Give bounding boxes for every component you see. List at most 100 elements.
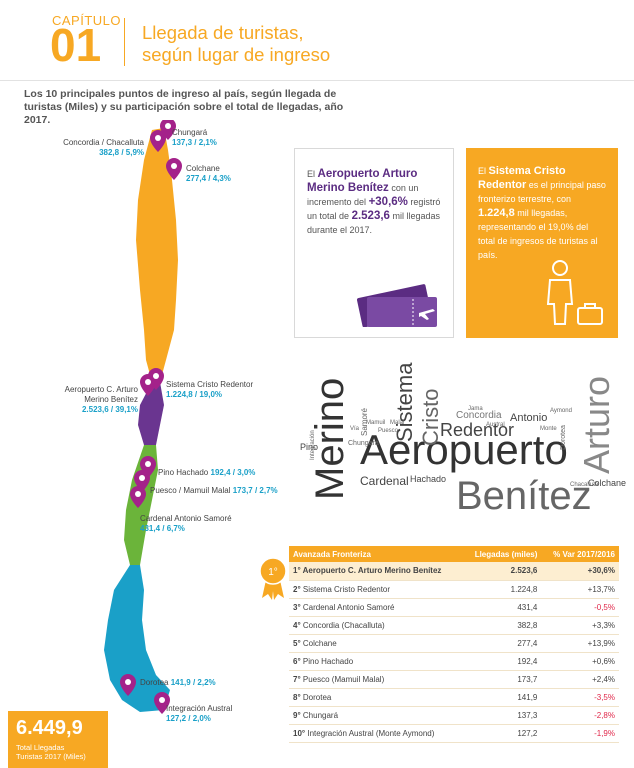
cloud-word: Redentor (440, 420, 515, 440)
row-arrivals: 382,8 (462, 616, 542, 635)
cloud-word: Aeropuerto (360, 426, 568, 473)
map-label-chungara: Chungará 137,3 / 2,1% (172, 128, 217, 147)
header-divider (124, 18, 125, 66)
intro-text: Los 10 principales puntos de ingreso al … (24, 88, 344, 126)
cloud-word: Monte (540, 426, 557, 432)
row-var: -3,5% (541, 688, 619, 707)
cristo-name: Sistema Cristo Redentor (478, 165, 566, 191)
chapter-label: CAPÍTULO (52, 13, 122, 28)
title-line-1: Llegada de turistas, (142, 22, 304, 43)
table-row: 9° Chungará 137,3 -2,8% (289, 706, 619, 725)
row-arrivals: 127,2 (462, 724, 542, 743)
row-name: 1° Aeropuerto C. Arturo Merino Benítez (289, 562, 463, 581)
row-arrivals: 192,4 (462, 652, 542, 671)
cloud-word: Arturo (576, 375, 617, 474)
table-row: 5° Colchane 277,4 +13,9% (289, 634, 619, 653)
cloud-word: Hachado (410, 474, 447, 484)
cloud-word: Chungará (348, 440, 379, 447)
row-name: 2° Sistema Cristo Redentor (289, 580, 463, 599)
row-var: +3,3% (541, 616, 619, 635)
row-name: 5° Colchane (289, 634, 463, 653)
map-label-integracion: Integración Austral 127,2 / 2,0% (166, 704, 233, 723)
traveler-icon (546, 260, 603, 325)
col-header-var: % Var 2017/2016 (541, 546, 619, 562)
map-label-puesco: Puesco / Mamuil Malal 173,7 / 2,7% (150, 486, 278, 495)
map-label-dorotea: Dorotea 141,9 / 2,2% (140, 678, 216, 687)
map-label-concordia: Concordia / Chacalluta 382,8 / 5,9% (63, 138, 144, 157)
airport-info-box: El Aeropuerto Arturo Merino Benítez con … (294, 148, 454, 338)
cloud-word: Benítez (456, 474, 592, 518)
map-region-north (136, 128, 178, 382)
table-row: 4° Concordia (Chacalluta) 382,8 +3,3% (289, 616, 619, 635)
medal-icon: 1° (259, 557, 287, 600)
boarding-pass-icon (356, 284, 437, 327)
cloud-word: Chacalluta (570, 482, 599, 488)
row-arrivals: 141,9 (462, 688, 542, 707)
table-row: 6° Pino Hachado 192,4 +0,6% (289, 652, 619, 671)
cloud-word: Antonio (510, 412, 548, 424)
col-header-arrivals: Llegadas (miles) (462, 546, 542, 562)
row-var: -0,5% (541, 598, 619, 617)
row-var: +2,4% (541, 670, 619, 689)
row-name: 4° Concordia (Chacalluta) (289, 616, 463, 635)
row-name: 8° Dorotea (289, 688, 463, 707)
cloud-word: Cardenal (360, 474, 409, 488)
map-label-cristo: Sistema Cristo Redentor 1.224,8 / 19,0% (166, 380, 254, 399)
cloud-word: Mamuil (366, 420, 386, 426)
cloud-word: Malal (390, 420, 405, 426)
cloud-word: Vía (350, 426, 360, 432)
airport-value: 2.523,6 (351, 210, 390, 222)
table-row: 2° Sistema Cristo Redentor 1.224,8 +13,7% (289, 580, 619, 599)
total-arrivals-label: Total Llegadas Turistas 2017 (Miles) (16, 743, 86, 761)
row-var: +13,7% (541, 580, 619, 599)
title-line-2: según lugar de ingreso (142, 44, 331, 65)
row-var: -1,9% (541, 724, 619, 743)
page-title: Llegada de turistas, según lugar de ingr… (142, 22, 330, 66)
row-name: 3° Cardenal Antonio Samoré (289, 598, 463, 617)
row-arrivals: 277,4 (462, 634, 542, 653)
border-arrivals-table: Avanzada Fronteriza Llegadas (miles) % V… (289, 546, 619, 743)
row-name: 9° Chungará (289, 706, 463, 725)
cloud-word: Colchane (588, 478, 627, 488)
cloud-word: Pino (300, 442, 319, 452)
map-region-central (138, 382, 164, 445)
cloud-word: Jama (468, 406, 483, 412)
total-arrivals-box: 6.449,9 Total Llegadas Turistas 2017 (Mi… (8, 711, 108, 768)
map-label-colchane: Colchane 277,4 / 4,3% (186, 164, 231, 183)
cristo-value: 1.224,8 (478, 207, 515, 219)
row-var: +30,6% (541, 562, 619, 581)
chapter-number: 01 (50, 19, 102, 71)
chile-map (104, 120, 182, 714)
total-arrivals-value: 6.449,9 (16, 717, 83, 739)
cloud-word: Puesco (378, 428, 399, 434)
cloud-word: Austral (486, 422, 505, 428)
table-row: 7° Puesco (Mamuil Malal) 173,7 +2,4% (289, 670, 619, 689)
row-var: -2,8% (541, 706, 619, 725)
row-arrivals: 431,4 (462, 598, 542, 617)
table-header-row: Avanzada Fronteriza Llegadas (miles) % V… (289, 546, 619, 562)
cloud-word: Dorotea (560, 425, 567, 450)
cloud-word: Aymond (550, 408, 572, 414)
col-header-name: Avanzada Fronteriza (289, 546, 463, 562)
row-arrivals: 2.523,6 (462, 562, 542, 581)
map-label-aeropuerto: Aeropuerto C. Arturo Merino Benítez 2.52… (64, 385, 138, 414)
header-rule (0, 80, 634, 81)
cloud-word: Integración (310, 430, 316, 460)
table-row: 1° Aeropuerto C. Arturo Merino Benítez 2.… (289, 562, 619, 581)
row-name: 10° Integración Austral (Monte Aymond) (289, 724, 463, 743)
row-arrivals: 137,3 (462, 706, 542, 725)
airport-pct: +30,6% (368, 196, 408, 208)
row-var: +13,9% (541, 634, 619, 653)
row-var: +0,6% (541, 652, 619, 671)
row-name: 7° Puesco (Mamuil Malal) (289, 670, 463, 689)
map-label-pino: Pino Hachado 192,4 / 3,0% (158, 468, 256, 477)
pin-icon-chungara (160, 120, 176, 140)
row-name: 6° Pino Hachado (289, 652, 463, 671)
airport-name: Aeropuerto Arturo Merino Benítez (307, 168, 418, 194)
map-region-south (104, 565, 170, 712)
map-label-samore: Cardenal Antonio Samoré 431,4 / 6,7% (140, 514, 232, 533)
table-row: 3° Cardenal Antonio Samoré 431,4 -0,5% (289, 598, 619, 617)
cristo-info-box: El Sistema Cristo Redentor es el princip… (466, 148, 618, 338)
cloud-word: Concordia (456, 410, 502, 421)
table-row: 10° Integración Austral (Monte Aymond) 12… (289, 724, 619, 743)
